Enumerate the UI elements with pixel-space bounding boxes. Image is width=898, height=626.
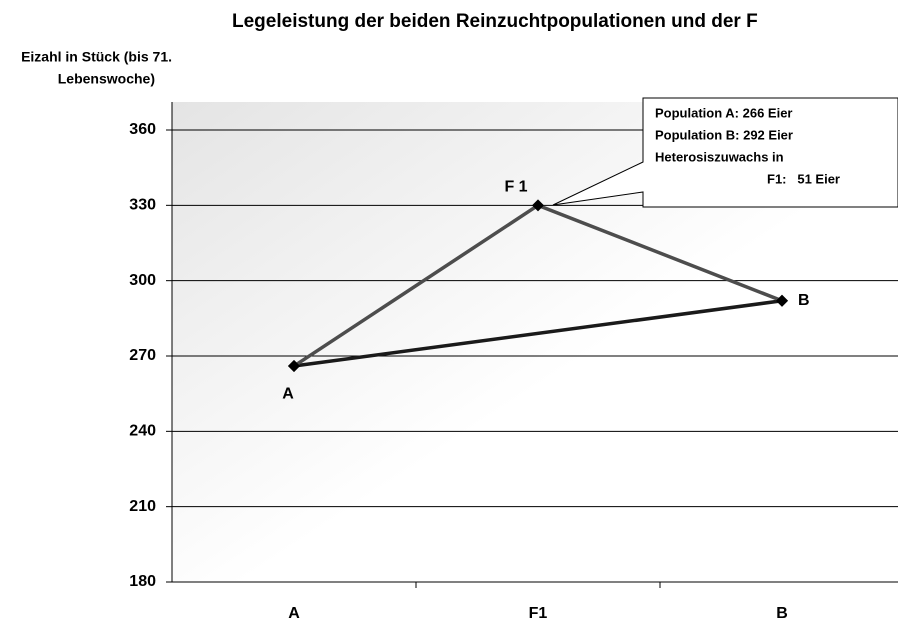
y-axis-label: Lebenswoche): [58, 71, 155, 87]
y-axis-label: Eizahl in Stück (bis 71.: [21, 49, 172, 65]
callout-text: Heterosiszuwachs in: [655, 149, 784, 164]
callout-text: Population B: 292 Eier: [655, 127, 793, 142]
y-tick-label: 330: [129, 197, 156, 214]
y-tick-label: 300: [129, 272, 156, 289]
y-tick-label: 180: [129, 573, 156, 590]
x-tick-label: F1: [529, 605, 548, 622]
callout: Population A: 266 Eier Population B: 292 …: [552, 97, 898, 208]
callout-text: Population A: 266 Eier: [655, 105, 793, 120]
point-label: F 1: [504, 179, 527, 196]
y-tick-label: 240: [129, 423, 156, 440]
y-tick-label: 360: [129, 121, 156, 138]
y-tick-label: 210: [129, 498, 156, 515]
series-line: [293, 299, 783, 368]
point-label: A: [282, 385, 294, 402]
callout-text: F1: 51 Eier: [767, 171, 840, 186]
marker: [776, 294, 788, 307]
marker: [288, 360, 300, 373]
chart-title: Legeleistung der beiden Reinzuchtpopulat…: [232, 11, 758, 32]
x-tick-label: B: [776, 605, 788, 622]
marker: [532, 199, 544, 212]
y-tick-label: 270: [129, 347, 156, 364]
point-label: B: [798, 292, 810, 309]
callout-box: [552, 97, 898, 208]
x-tick-label: A: [288, 605, 300, 622]
